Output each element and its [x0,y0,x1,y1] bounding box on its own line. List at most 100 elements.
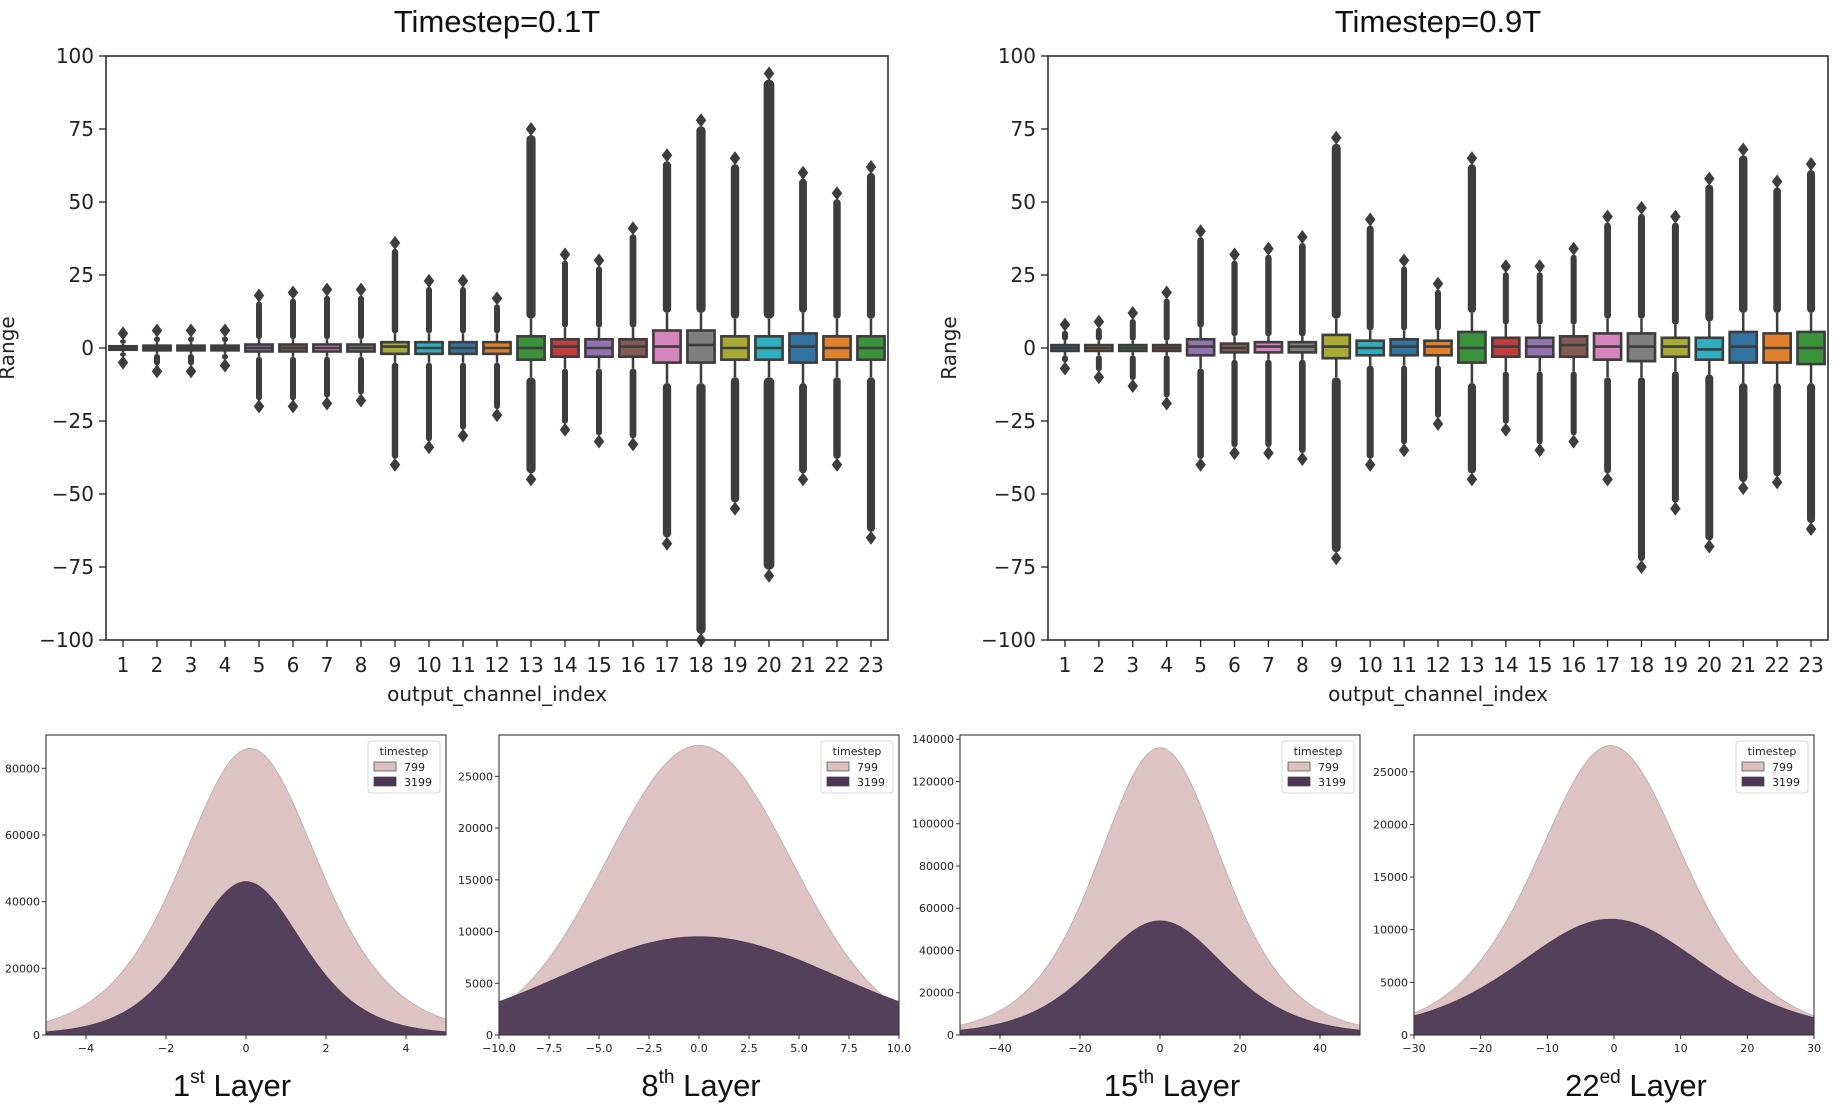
y-tick-label: 75 [1011,117,1036,141]
x-tick-label: 6 [1228,653,1241,677]
x-tick-label: −10 [1536,1042,1559,1055]
box-21 [1728,142,1759,496]
box-10 [414,273,444,455]
box-19 [1660,209,1691,516]
y-tick-label: 40000 [5,896,40,909]
outlier-band-upper [833,199,841,319]
outlier-band-upper [1435,289,1441,331]
y-tick-label: −25 [994,409,1036,433]
outlier-max-marker [219,323,231,338]
x-tick-label: 18 [1629,653,1654,677]
legend-title: timestep [1294,745,1343,758]
outlier-band-lower [1366,365,1374,459]
legend-label: 3199 [1318,776,1346,789]
outlier-band-upper [256,301,262,340]
legend-swatch-3199 [1741,776,1765,787]
layer-caption-suffix: st [190,1067,206,1088]
outlier-min-marker [1195,457,1206,472]
y-tick-label: 60000 [5,829,40,842]
outlier-max-marker [525,122,537,136]
y-axis-label: Range [937,316,961,379]
outlier-min-marker [287,399,299,414]
y-axis-label: Range [0,316,19,379]
outlier-band-upper [1366,225,1374,331]
outlier-max-marker [1805,157,1817,172]
outlier-max-marker [865,159,877,174]
y-tick-label: 15000 [1373,871,1408,884]
y-tick-label: 40000 [919,944,954,957]
outlier-min-marker [457,428,469,443]
legend-label: 799 [404,761,425,774]
outlier-max-marker [1195,224,1206,239]
box-4 [1151,285,1182,411]
outlier-band-upper [1331,143,1341,319]
x-tick-label: 9 [1330,653,1343,677]
histogram-series-799 [959,747,1361,1036]
outlier-max-marker [253,288,265,303]
box-11 [1389,253,1419,458]
outlier-min-marker [1059,361,1071,376]
x-tick-label: 10 [416,653,441,677]
outlier-band-upper [188,336,194,343]
legend-swatch-799 [826,761,850,772]
legend-label: 799 [1772,761,1793,774]
box-5 [1185,224,1216,472]
outlier-band-lower [696,383,706,634]
outlier-max-marker [831,186,843,201]
outlier-max-marker [1704,171,1715,186]
outlier-band-upper [1061,330,1068,341]
outlier-max-marker [1466,151,1478,166]
y-tick-label: 0 [81,336,94,360]
layer-caption: 1st Layer [173,1067,291,1103]
outlier-max-marker [457,273,469,288]
x-tick-label: 30 [1807,1042,1821,1055]
outlier-band-lower [526,377,536,474]
outlier-min-marker [219,358,231,373]
x-tick-label: 17 [1595,653,1620,677]
outlier-min-marker [763,568,775,583]
x-tick-label: 40 [1313,1042,1327,1055]
x-tick-label: 21 [1730,653,1755,677]
outlier-min-marker [1500,422,1512,437]
histogram-series-799 [1413,745,1815,1036]
box-17 [652,148,682,551]
box-19 [720,151,750,516]
outlier-band-lower [833,377,841,459]
outlier-max-marker [491,291,503,306]
x-tick-label: 3 [1126,653,1139,677]
y-tick-label: 100 [56,44,94,68]
outlier-min-marker [1432,416,1444,431]
outlier-min-marker [1093,370,1105,385]
outlier-band-lower [494,362,500,410]
y-tick-label: 5000 [465,977,493,990]
histogram-series-3199 [959,920,1361,1036]
x-tick-label: −4 [78,1042,94,1055]
outlier-max-marker [1364,212,1376,227]
x-tick-label: 14 [552,653,577,677]
outlier-max-marker [559,247,571,262]
outlier-band-upper [1298,243,1306,337]
layer-caption-suffix: th [1138,1067,1154,1088]
outlier-band-lower [188,353,194,366]
outlier-max-marker [797,165,809,180]
x-tick-label: 14 [1493,653,1518,677]
outlier-band-lower [1197,368,1204,459]
outlier-band-upper [1197,237,1204,328]
outlier-band-lower [662,383,672,538]
outlier-min-marker [253,399,265,414]
x-tick-label: 20 [1697,653,1722,677]
histogram-legend: timestep 799 3199 [1735,740,1809,794]
outlier-min-marker [1670,501,1681,516]
legend-swatch-799 [1741,761,1765,772]
outlier-band-upper [1570,254,1577,325]
outlier-min-marker [1263,446,1274,461]
outlier-band-lower [1671,371,1679,503]
chart-title: Timestep=0.1T [394,4,601,39]
box-18 [686,113,716,647]
box-16 [1558,241,1589,449]
x-tick-label: 4 [219,653,232,677]
outlier-band-lower [1298,359,1306,453]
outlier-band-upper [526,135,536,319]
x-tick-label: 0 [1157,1042,1164,1055]
y-tick-label: −100 [39,628,94,652]
